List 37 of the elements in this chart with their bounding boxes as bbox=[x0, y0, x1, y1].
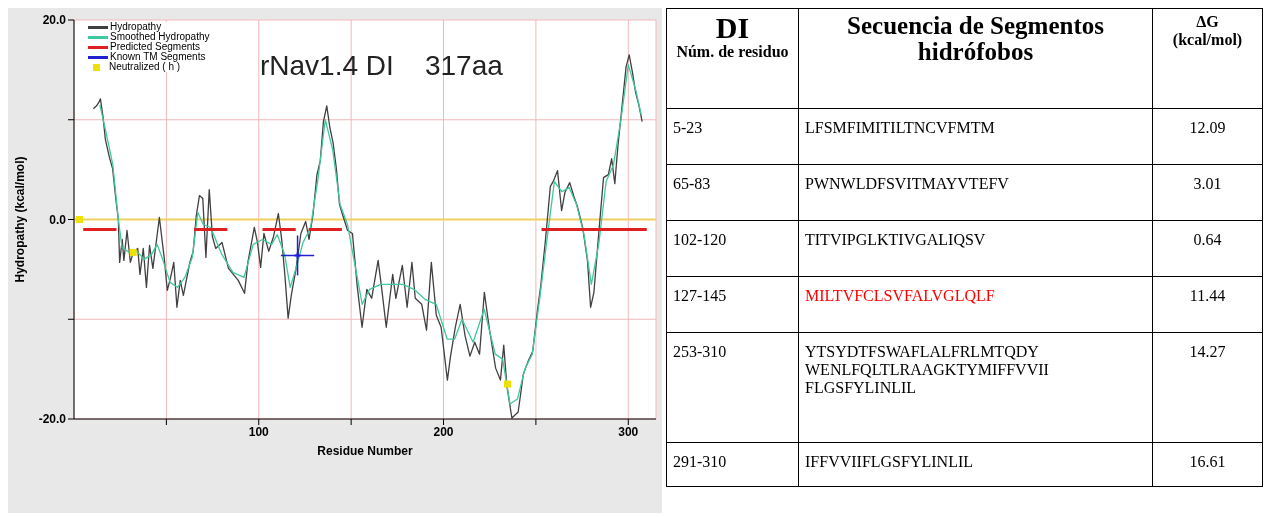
category-label: 253-310 bbox=[666, 332, 799, 443]
data-label: 3.01 bbox=[1152, 164, 1263, 221]
category-label: 102-120 bbox=[666, 220, 799, 277]
text: Secuencia de Segmentos hidrófobos bbox=[798, 8, 1153, 109]
text: TITVIPGLKTIVGALIQSV bbox=[798, 220, 1153, 277]
y-tick-label: 20.0 bbox=[42, 13, 67, 28]
data-label: 0.64 bbox=[1152, 220, 1263, 277]
text: YTSYDTFSWAFLALFRLMTQDYWENLFQLTLRAAGKTYMIFFVVIIFLGSFYLINLIL bbox=[798, 332, 1153, 443]
text: PWNWLDFSVITMAYVTEFV bbox=[798, 164, 1153, 221]
data-label: 14.27 bbox=[1152, 332, 1263, 443]
x-tick-label: 300 bbox=[618, 424, 639, 439]
point bbox=[76, 216, 84, 223]
data-label: 12.09 bbox=[1152, 108, 1263, 165]
text: LFSMFIMITILTNCVFMTM bbox=[798, 108, 1153, 165]
text: Núm. de residuo bbox=[675, 43, 790, 61]
legend-label: Hydropathy bbox=[110, 21, 162, 32]
text: rNav1.4 DI 317aa bbox=[260, 50, 503, 82]
x-axis-title: Residue Number bbox=[317, 444, 414, 458]
x-tick-label: 200 bbox=[433, 424, 454, 439]
y-axis-title: Hydropathy (kcal/mol) bbox=[13, 156, 28, 283]
legend-label: Predicted Segments bbox=[110, 41, 201, 52]
text: ΔG (kcal/mol) bbox=[1152, 8, 1263, 109]
legend-label: Known TM Segments bbox=[110, 51, 206, 62]
category-label: 65-83 bbox=[666, 164, 799, 221]
text: IFFVVIIFLGSFYLINLIL bbox=[798, 442, 1153, 487]
y-tick-label: 0.0 bbox=[49, 212, 67, 227]
x-tick-label: 100 bbox=[248, 424, 270, 439]
point bbox=[503, 380, 511, 388]
category-label: 291-310 bbox=[666, 442, 799, 487]
category-label: 127-145 bbox=[666, 276, 799, 333]
y-tick-label: -20.0 bbox=[38, 412, 67, 427]
data-label: 11.44 bbox=[1152, 276, 1263, 333]
data-label: 16.61 bbox=[1152, 442, 1263, 487]
text: MILTVFCLSVFALVGLQLF bbox=[798, 276, 1153, 333]
category-label: 5-23 bbox=[666, 108, 799, 165]
text: DI bbox=[714, 11, 751, 44]
point bbox=[129, 248, 137, 256]
